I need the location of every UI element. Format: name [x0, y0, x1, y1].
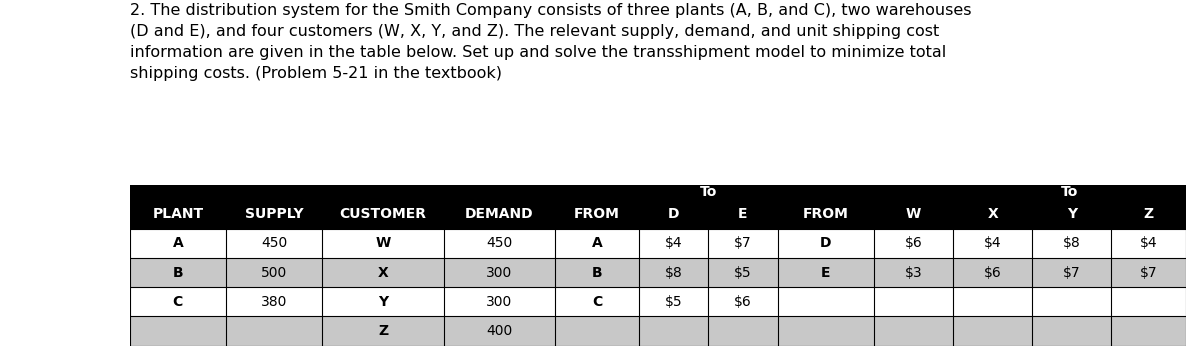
- Text: X: X: [988, 207, 998, 221]
- Text: To: To: [1061, 185, 1078, 199]
- Bar: [130, 185, 1186, 200]
- Text: $8: $8: [1063, 236, 1081, 250]
- Text: X: X: [378, 266, 389, 280]
- Text: C: C: [592, 295, 602, 309]
- Text: $3: $3: [905, 266, 923, 280]
- Text: W: W: [376, 236, 391, 250]
- Text: D: D: [668, 207, 679, 221]
- Text: $8: $8: [665, 266, 683, 280]
- Text: $6: $6: [905, 236, 923, 250]
- Text: Y: Y: [378, 295, 388, 309]
- Text: E: E: [821, 266, 830, 280]
- Text: 300: 300: [486, 266, 512, 280]
- Text: $7: $7: [1140, 266, 1157, 280]
- Text: To: To: [700, 185, 716, 199]
- Text: 450: 450: [262, 236, 287, 250]
- Text: Z: Z: [1144, 207, 1153, 221]
- Text: $5: $5: [665, 295, 683, 309]
- Bar: [130, 258, 1186, 287]
- Bar: [130, 229, 1186, 258]
- Bar: [130, 287, 1186, 316]
- Text: E: E: [738, 207, 748, 221]
- Text: $5: $5: [734, 266, 751, 280]
- Text: CUSTOMER: CUSTOMER: [340, 207, 426, 221]
- Text: Z: Z: [378, 324, 388, 338]
- Text: FROM: FROM: [803, 207, 848, 221]
- Text: SUPPLY: SUPPLY: [245, 207, 304, 221]
- Text: 450: 450: [486, 236, 512, 250]
- Text: $4: $4: [1140, 236, 1157, 250]
- Text: 500: 500: [262, 266, 287, 280]
- Text: PLANT: PLANT: [152, 207, 203, 221]
- Text: 380: 380: [262, 295, 288, 309]
- Text: 400: 400: [486, 324, 512, 338]
- Text: A: A: [173, 236, 184, 250]
- Text: B: B: [173, 266, 184, 280]
- Text: DEMAND: DEMAND: [466, 207, 534, 221]
- Text: $6: $6: [984, 266, 1002, 280]
- Text: C: C: [173, 295, 182, 309]
- Text: 300: 300: [486, 295, 512, 309]
- Text: B: B: [592, 266, 602, 280]
- Text: FROM: FROM: [574, 207, 620, 221]
- Text: Y: Y: [1067, 207, 1076, 221]
- Text: $4: $4: [665, 236, 683, 250]
- Text: D: D: [820, 236, 832, 250]
- Text: $6: $6: [734, 295, 751, 309]
- Text: A: A: [592, 236, 602, 250]
- Text: $7: $7: [734, 236, 751, 250]
- Text: $7: $7: [1063, 266, 1081, 280]
- Bar: [130, 316, 1186, 346]
- Text: $4: $4: [984, 236, 1002, 250]
- Text: 2. The distribution system for the Smith Company consists of three plants (A, B,: 2. The distribution system for the Smith…: [130, 3, 971, 81]
- Bar: [130, 200, 1186, 229]
- Text: W: W: [906, 207, 922, 221]
